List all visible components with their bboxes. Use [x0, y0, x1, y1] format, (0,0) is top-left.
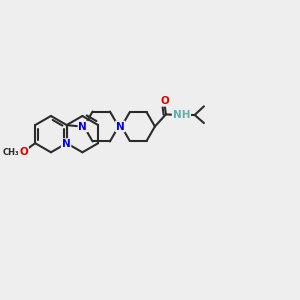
Text: N: N	[78, 122, 87, 131]
Text: NH: NH	[173, 110, 190, 120]
Text: O: O	[160, 96, 169, 106]
Text: O: O	[19, 147, 28, 157]
Text: N: N	[116, 122, 125, 131]
Text: N: N	[62, 139, 70, 149]
Text: CH₃: CH₃	[2, 148, 19, 157]
